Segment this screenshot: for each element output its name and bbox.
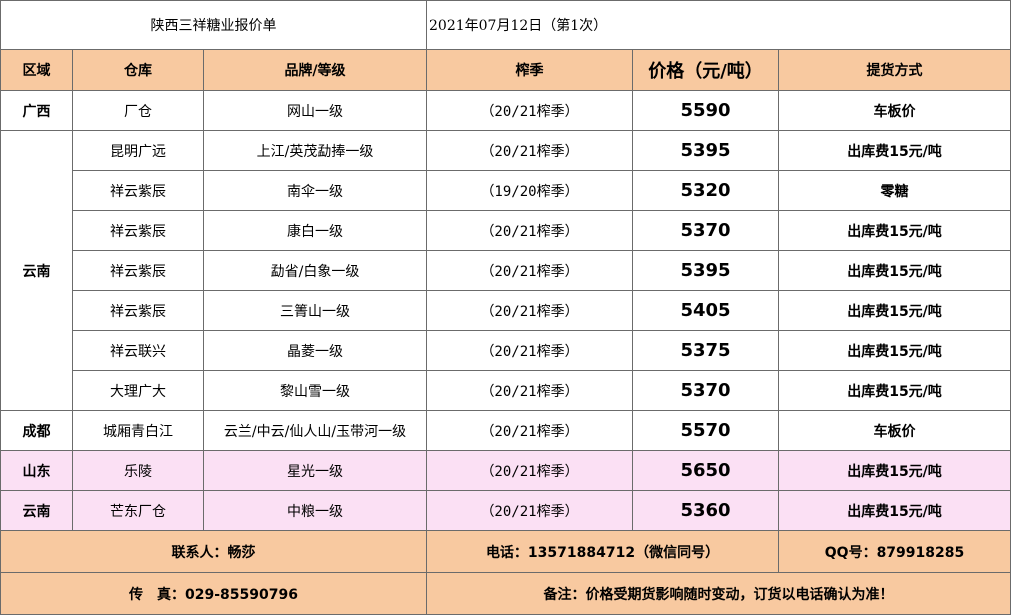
price-cell[interactable]: 5320 (632, 170, 780, 211)
warehouse-cell[interactable]: 祥云紫辰 (72, 290, 204, 331)
season-cell[interactable]: （20/21榨季） (426, 410, 634, 451)
title-row: 陕西三祥糖业报价单 2021年07月12日（第1次） (0, 0, 1012, 50)
season-cell[interactable]: （20/21榨季） (426, 210, 634, 251)
region-cell[interactable]: 云南 (0, 130, 73, 411)
warehouse-cell[interactable]: 祥云联兴 (72, 330, 204, 371)
table-row: 云南 芒东厂仓 中粮一级 （20/21榨季） 5360 出库费15元/吨 (0, 490, 1012, 531)
warehouse-cell[interactable]: 祥云紫辰 (72, 210, 204, 251)
region-cell[interactable]: 广西 (0, 90, 73, 131)
price-cell[interactable]: 5395 (632, 250, 780, 291)
pickup-cell[interactable]: 出库费15元/吨 (778, 250, 1012, 291)
pickup-cell[interactable]: 出库费15元/吨 (778, 130, 1012, 171)
season-cell[interactable]: （20/21榨季） (426, 250, 634, 291)
warehouse-cell[interactable]: 祥云紫辰 (72, 170, 204, 211)
pickup-cell[interactable]: 出库费15元/吨 (778, 370, 1012, 411)
price-cell[interactable]: 5360 (632, 490, 780, 531)
table-row: 祥云联兴 晶菱一级 （20/21榨季） 5375 出库费15元/吨 (1, 330, 1012, 371)
brand-cell[interactable]: 康白一级 (202, 210, 428, 251)
price-cell[interactable]: 5650 (632, 450, 780, 491)
col-header-warehouse[interactable]: 仓库 (72, 49, 204, 91)
season-cell[interactable]: （20/21榨季） (426, 370, 634, 411)
brand-cell[interactable]: 三箐山一级 (202, 290, 428, 331)
table-row: 广西 厂仓 网山一级 （20/21榨季） 5590 车板价 (0, 90, 1012, 131)
region-cell[interactable]: 山东 (0, 450, 73, 491)
pickup-cell[interactable]: 出库费15元/吨 (778, 210, 1012, 251)
table-row: 祥云紫辰 南伞一级 （19/20榨季） 5320 零糖 (1, 170, 1012, 211)
phone-cell[interactable]: 电话：13571884712（微信同号） (426, 530, 780, 573)
pickup-cell[interactable]: 出库费15元/吨 (778, 490, 1012, 531)
price-cell[interactable]: 5375 (632, 330, 780, 371)
price-cell[interactable]: 5370 (632, 370, 780, 411)
brand-cell[interactable]: 勐省/白象一级 (202, 250, 428, 291)
region-cell[interactable]: 云南 (0, 490, 73, 531)
table-row: 祥云紫辰 勐省/白象一级 （20/21榨季） 5395 出库费15元/吨 (1, 250, 1012, 291)
pickup-cell[interactable]: 出库费15元/吨 (778, 330, 1012, 371)
pickup-cell[interactable]: 出库费15元/吨 (778, 450, 1012, 491)
warehouse-cell[interactable]: 厂仓 (72, 90, 204, 131)
price-cell[interactable]: 5405 (632, 290, 780, 331)
note-cell[interactable]: 备注：价格受期货影响随时变动，订货以电话确认为准！ (426, 572, 1012, 615)
pickup-cell[interactable]: 车板价 (778, 90, 1012, 131)
warehouse-cell[interactable]: 芒东厂仓 (72, 490, 204, 531)
warehouse-cell[interactable]: 祥云紫辰 (72, 250, 204, 291)
season-cell[interactable]: （20/21榨季） (426, 490, 634, 531)
pickup-cell[interactable]: 零糖 (778, 170, 1012, 211)
col-header-region[interactable]: 区域 (0, 49, 73, 91)
sheet-title: 陕西三祥糖业报价单 (0, 0, 428, 50)
qq-cell[interactable]: QQ号：879918285 (778, 530, 1012, 573)
brand-cell[interactable]: 中粮一级 (202, 490, 428, 531)
warehouse-cell[interactable]: 城厢青白江 (72, 410, 204, 451)
contact-cell[interactable]: 联系人：畅莎 (0, 530, 428, 573)
brand-cell[interactable]: 南伞一级 (202, 170, 428, 211)
footer-row-fax: 传 真：029-85590796 备注：价格受期货影响随时变动，订货以电话确认为… (0, 572, 1012, 615)
season-cell[interactable]: （20/21榨季） (426, 90, 634, 131)
table-row: 祥云紫辰 三箐山一级 （20/21榨季） 5405 出库费15元/吨 (1, 290, 1012, 331)
col-header-season[interactable]: 榨季 (426, 49, 634, 91)
table-row: 云南 昆明广远 上江/英茂勐捧一级 （20/21榨季） 5395 出库费15元/… (0, 130, 1012, 411)
season-cell[interactable]: （20/21榨季） (426, 290, 634, 331)
table-row: 山东 乐陵 星光一级 （20/21榨季） 5650 出库费15元/吨 (0, 450, 1012, 491)
price-cell[interactable]: 5395 (632, 130, 780, 171)
brand-cell[interactable]: 网山一级 (202, 90, 428, 131)
col-header-brand[interactable]: 品牌/等级 (202, 49, 428, 91)
brand-cell[interactable]: 云兰/中云/仙人山/玉带河一级 (202, 410, 428, 451)
table-row: 成都 城厢青白江 云兰/中云/仙人山/玉带河一级 （20/21榨季） 5570 … (0, 410, 1012, 451)
footer-row-contact: 联系人：畅莎 电话：13571884712（微信同号） QQ号：87991828… (0, 530, 1012, 573)
season-cell[interactable]: （20/21榨季） (426, 130, 634, 171)
warehouse-cell[interactable]: 昆明广远 (72, 130, 204, 171)
brand-cell[interactable]: 晶菱一级 (202, 330, 428, 371)
quote-date: 2021年07月12日（第1次） (426, 0, 1012, 50)
season-cell[interactable]: （19/20榨季） (426, 170, 634, 211)
region-cell[interactable]: 成都 (0, 410, 73, 451)
season-cell[interactable]: （20/21榨季） (426, 450, 634, 491)
table-row: 祥云紫辰 康白一级 （20/21榨季） 5370 出库费15元/吨 (1, 210, 1012, 251)
pickup-cell[interactable]: 车板价 (778, 410, 1012, 451)
col-header-pickup[interactable]: 提货方式 (778, 49, 1012, 91)
brand-cell[interactable]: 黎山雪一级 (202, 370, 428, 411)
warehouse-cell[interactable]: 大理广大 (72, 370, 204, 411)
header-row: 区域 仓库 品牌/等级 榨季 价格（元/吨） 提货方式 (0, 49, 1012, 91)
col-header-price[interactable]: 价格（元/吨） (632, 49, 780, 91)
brand-cell[interactable]: 上江/英茂勐捧一级 (202, 130, 428, 171)
warehouse-cell[interactable]: 乐陵 (72, 450, 204, 491)
season-cell[interactable]: （20/21榨季） (426, 330, 634, 371)
fax-cell[interactable]: 传 真：029-85590796 (0, 572, 428, 615)
price-cell[interactable]: 5370 (632, 210, 780, 251)
pickup-cell[interactable]: 出库费15元/吨 (778, 290, 1012, 331)
brand-cell[interactable]: 星光一级 (202, 450, 428, 491)
table-row: 大理广大 黎山雪一级 （20/21榨季） 5370 出库费15元/吨 (1, 370, 1012, 411)
price-cell[interactable]: 5590 (632, 90, 780, 131)
price-cell[interactable]: 5570 (632, 410, 780, 451)
